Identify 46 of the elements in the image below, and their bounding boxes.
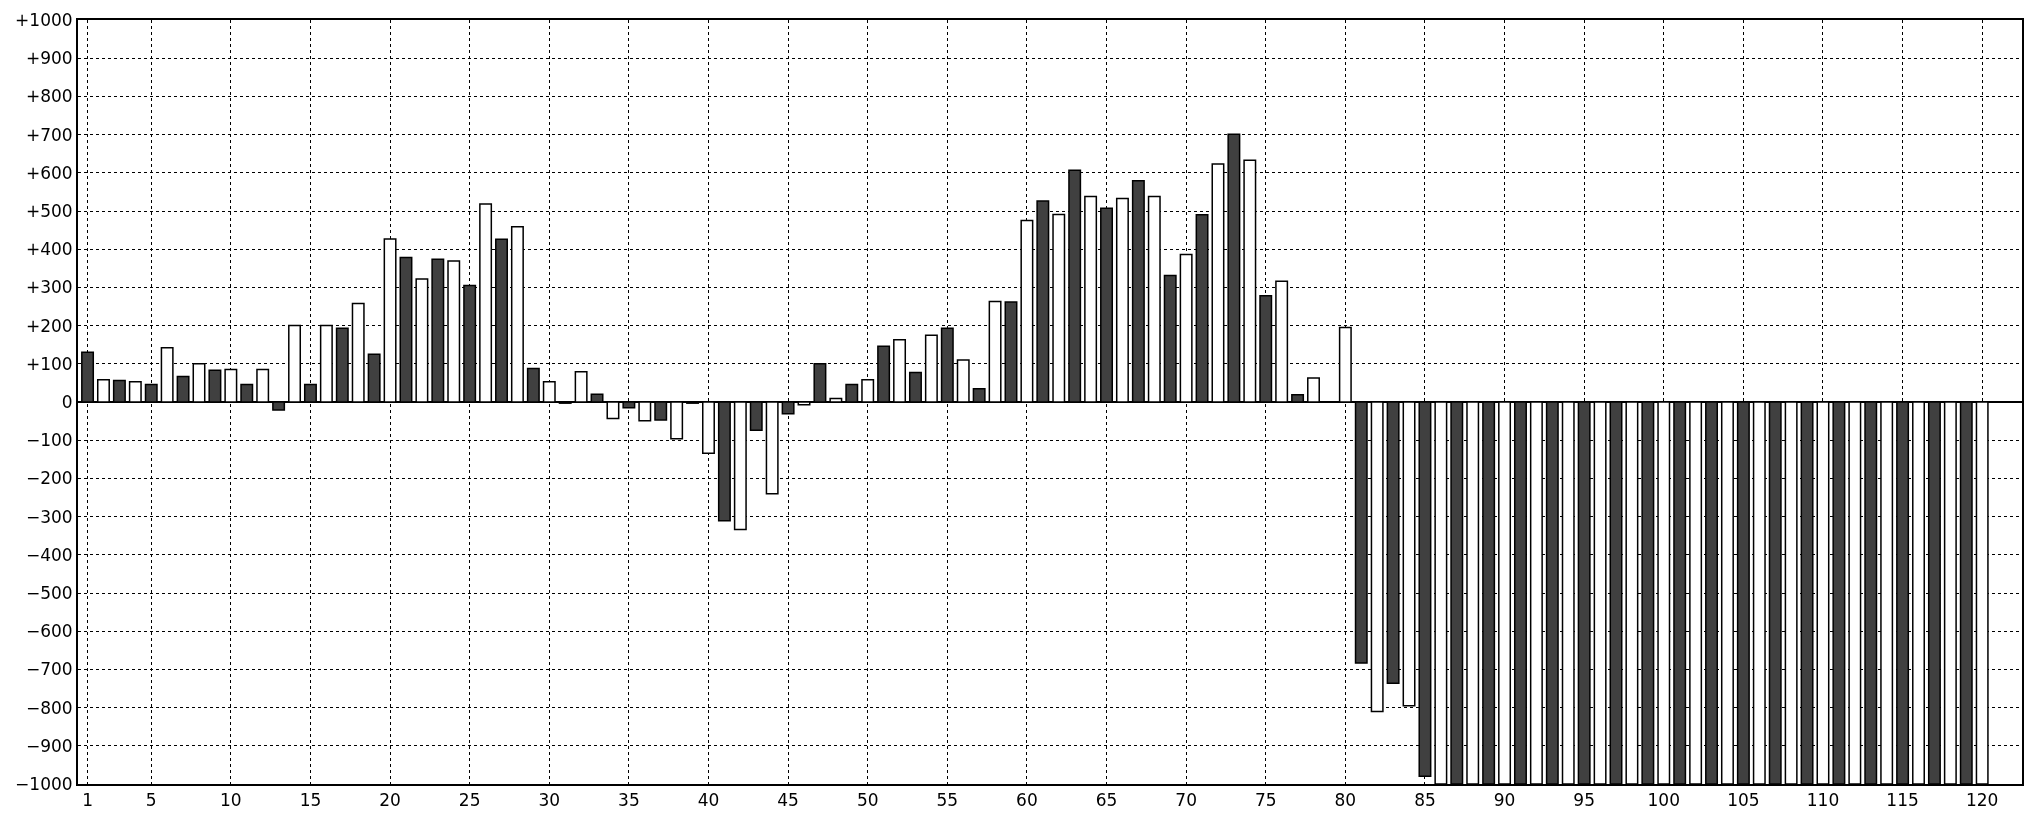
x-tick-label: 120 (1965, 790, 1999, 811)
y-tick-label: −200 (25, 468, 73, 489)
x-tick-label: 15 (299, 790, 322, 811)
x-tick-label: 40 (697, 790, 720, 811)
y-tick-label: 0 (61, 391, 73, 412)
y-tick-label: +500 (25, 200, 73, 221)
x-tick-label: 35 (618, 790, 640, 811)
y-tick-label: +900 (25, 48, 73, 69)
y-tick-label: +100 (25, 353, 73, 374)
x-tick-label: 55 (936, 790, 959, 811)
x-tick-label: 85 (1414, 790, 1436, 811)
y-tick-label: −1000 (15, 773, 73, 794)
x-tick-label: 95 (1573, 790, 1595, 811)
y-tick-label: −900 (25, 735, 73, 756)
y-tick-label: +200 (25, 315, 73, 336)
y-tick-label: +700 (25, 124, 73, 145)
y-tick-label: −700 (25, 659, 73, 680)
x-tick-label: 115 (1886, 790, 1919, 811)
x-tick-label: 100 (1647, 790, 1680, 811)
x-tick-label: 90 (1493, 790, 1516, 811)
y-tick-label: +800 (25, 86, 73, 107)
y-tick-label: +300 (25, 277, 73, 298)
x-tick-label: 10 (220, 790, 242, 811)
x-tick-label: 45 (777, 790, 799, 811)
x-tick-label: 30 (538, 790, 561, 811)
x-tick-label: 25 (458, 790, 481, 811)
x-tick-label: 50 (856, 790, 879, 811)
y-tick-label: +600 (25, 162, 73, 183)
x-tick-label: 70 (1175, 790, 1197, 811)
x-tick-label: 20 (379, 790, 401, 811)
x-tick-label: 5 (145, 790, 157, 811)
x-tick-label: 75 (1254, 790, 1277, 811)
x-tick-label: 80 (1334, 790, 1357, 811)
y-tick-label: +1000 (15, 9, 73, 30)
y-tick-label: −600 (25, 621, 73, 642)
x-tick-label: 105 (1727, 790, 1760, 811)
x-tick-label: 65 (1095, 790, 1118, 811)
x-tick-label: 110 (1806, 790, 1840, 811)
y-tick-label: −300 (25, 506, 73, 527)
y-tick-label: −100 (25, 430, 73, 451)
y-tick-label: −500 (25, 582, 73, 603)
x-tick-label: 60 (1016, 790, 1038, 811)
x-tick-label: 1 (82, 790, 93, 811)
y-tick-label: −800 (25, 697, 73, 718)
y-tick-label: +400 (25, 239, 73, 260)
y-tick-label: −400 (25, 544, 73, 565)
